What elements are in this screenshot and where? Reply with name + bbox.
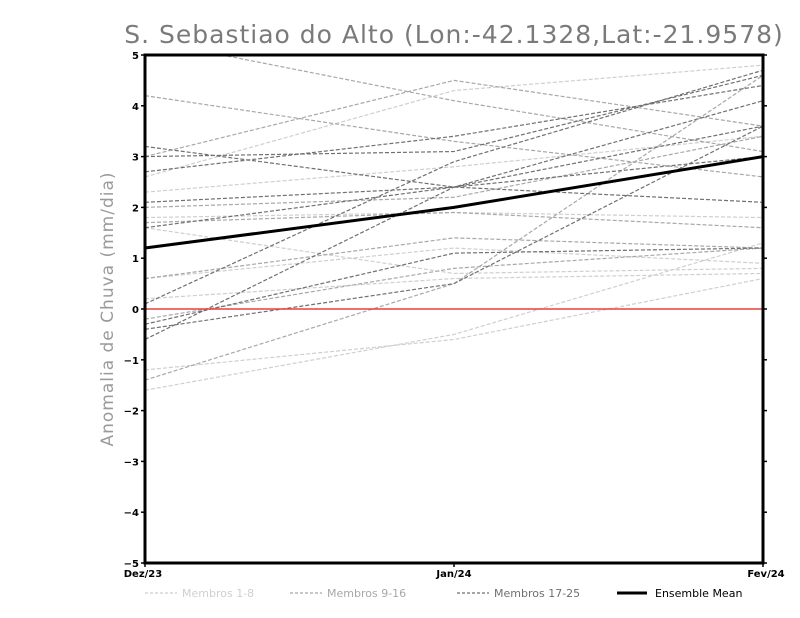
y-tick-label: 5 — [132, 51, 139, 62]
member-line-25 — [145, 125, 763, 330]
member-line-19 — [145, 84, 763, 173]
y-tick-label: −5 — [124, 559, 139, 570]
member-line-18 — [145, 74, 763, 158]
x-tick-label: Fev/24 — [747, 569, 784, 580]
legend-label-m2: Membros 9-16 — [327, 587, 406, 600]
y-axis-label: Anomalia de Chuva (mm/dia) — [98, 171, 118, 446]
y-tick-label: 3 — [132, 153, 139, 164]
mean-layer — [144, 155, 764, 250]
member-line-1 — [145, 242, 763, 391]
member-line-12 — [145, 135, 763, 208]
x-tick-label: Dez/23 — [124, 569, 163, 580]
y-tick-label: 1 — [132, 254, 139, 265]
member-line-3 — [145, 64, 763, 178]
member-line-16 — [145, 74, 763, 381]
y-tick-label: 0 — [132, 305, 139, 316]
legend: Membros 1-8 Membros 9-16 Membros 17-25 Ense… — [145, 587, 742, 600]
member-line-8 — [145, 135, 763, 193]
member-line-10 — [219, 55, 763, 153]
member-line-22 — [145, 69, 763, 305]
x-tick-label: Jan/24 — [435, 569, 471, 580]
member-line-14 — [145, 237, 763, 280]
legend-label-mean: Ensemble Mean — [655, 587, 742, 600]
member-line-21 — [145, 125, 763, 229]
chart-title: S. Sebastiao do Alto (Lon:-42.1328,Lat:-… — [124, 20, 784, 49]
member-line-11 — [145, 79, 763, 158]
member-line-6 — [145, 227, 763, 275]
member-line-5 — [145, 247, 763, 280]
legend-label-m3: Membros 17-25 — [494, 587, 580, 600]
y-tick-label: −4 — [124, 508, 139, 519]
member-line-13 — [145, 211, 763, 229]
member-line-23 — [145, 100, 763, 341]
y-tick-label: −2 — [124, 407, 139, 418]
member-line-15 — [145, 247, 763, 320]
member-line-20 — [145, 156, 763, 203]
legend-label-m1: Membros 1-8 — [182, 587, 254, 600]
y-ticks: 5 4 3 2 1 0 −1 −2 −3 −4 −5 — [124, 51, 767, 570]
member-line-7 — [145, 272, 763, 300]
y-tick-label: 2 — [132, 203, 139, 214]
y-tick-label: 4 — [132, 102, 139, 113]
x-ticks: Dez/23 Jan/24 Fev/24 — [124, 563, 785, 580]
member-line-9 — [145, 95, 763, 178]
series-layer — [145, 55, 763, 391]
y-tick-label: −1 — [124, 356, 139, 367]
member-line-2 — [145, 277, 763, 371]
member-line-24 — [145, 247, 763, 325]
ensemble-mean-line — [144, 155, 764, 250]
y-tick-label: −3 — [124, 457, 139, 468]
